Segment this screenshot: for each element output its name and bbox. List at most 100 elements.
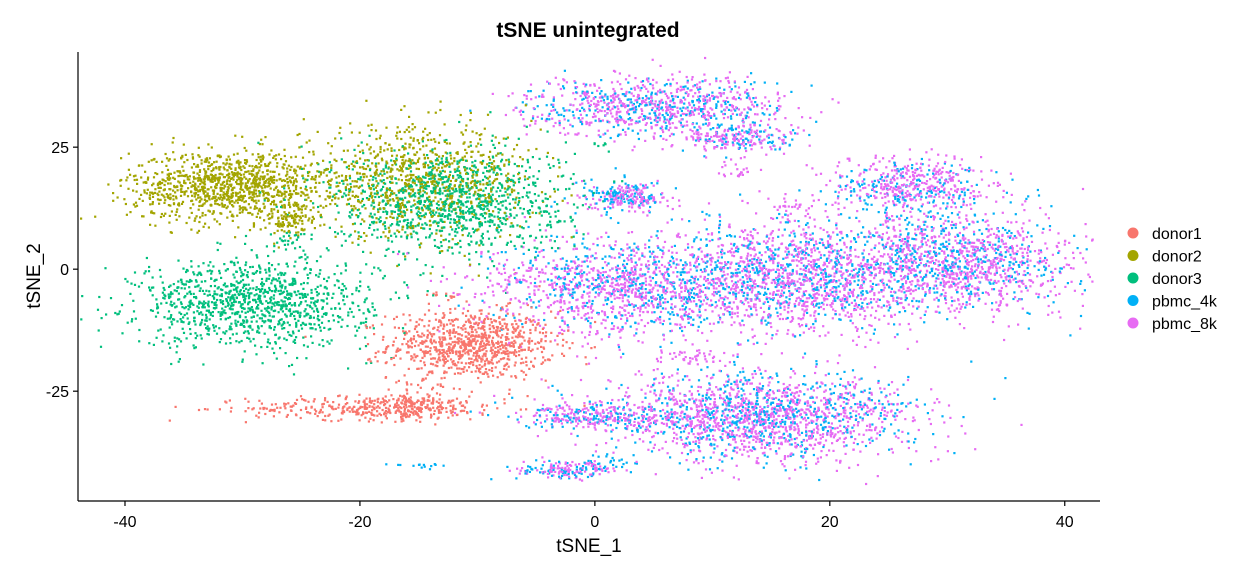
- point-pbmc_8k: [654, 268, 657, 271]
- point-donor2: [466, 182, 469, 185]
- point-donor2: [437, 141, 441, 144]
- point-pbmc_8k: [1026, 258, 1029, 261]
- point-pbmc_4k: [744, 432, 747, 435]
- point-pbmc_8k: [745, 149, 748, 153]
- point-pbmc_8k: [839, 174, 842, 177]
- point-donor3: [404, 231, 407, 234]
- point-donor3: [262, 314, 265, 317]
- point-pbmc_8k: [699, 136, 702, 139]
- point-pbmc_4k: [901, 190, 904, 193]
- point-donor2: [392, 160, 396, 163]
- point-donor3: [384, 164, 387, 167]
- point-pbmc_8k: [880, 306, 883, 309]
- point-pbmc_8k: [735, 464, 738, 467]
- point-donor3: [118, 310, 121, 313]
- point-pbmc_8k: [702, 260, 705, 263]
- point-pbmc_8k: [852, 441, 855, 444]
- point-pbmc_4k: [725, 156, 728, 159]
- point-donor3: [244, 287, 248, 290]
- point-donor3: [439, 198, 442, 201]
- point-donor3: [267, 301, 270, 305]
- point-donor2: [192, 175, 195, 178]
- point-pbmc_8k: [780, 443, 783, 446]
- point-donor2: [401, 159, 404, 162]
- point-donor1: [509, 351, 512, 354]
- point-pbmc_4k: [591, 408, 594, 411]
- point-pbmc_8k: [751, 289, 754, 292]
- point-pbmc_8k: [916, 193, 919, 196]
- point-pbmc_8k: [597, 270, 600, 273]
- point-pbmc_8k: [925, 263, 928, 266]
- point-donor3: [130, 320, 133, 323]
- point-donor3: [343, 233, 346, 236]
- point-donor1: [513, 339, 516, 342]
- point-pbmc_4k: [658, 295, 662, 298]
- point-donor1: [408, 330, 411, 333]
- point-pbmc_8k: [920, 252, 923, 255]
- point-pbmc_4k: [676, 368, 679, 371]
- point-pbmc_8k: [760, 430, 763, 433]
- point-donor1: [523, 348, 526, 351]
- point-pbmc_8k: [856, 306, 859, 309]
- point-pbmc_4k: [844, 185, 847, 188]
- point-pbmc_4k: [608, 333, 611, 336]
- point-donor2: [237, 162, 240, 165]
- point-donor3: [446, 249, 449, 252]
- point-pbmc_8k: [689, 420, 692, 423]
- point-donor3: [252, 287, 255, 290]
- point-pbmc_4k: [975, 183, 978, 186]
- point-donor2: [442, 163, 445, 166]
- point-pbmc_8k: [631, 288, 634, 291]
- point-pbmc_4k: [574, 87, 577, 90]
- point-pbmc_4k: [948, 242, 951, 245]
- point-pbmc_4k: [720, 250, 723, 254]
- point-pbmc_8k: [892, 200, 895, 203]
- point-donor2: [249, 211, 252, 215]
- point-pbmc_4k: [614, 167, 617, 170]
- point-pbmc_4k: [635, 332, 638, 335]
- point-pbmc_8k: [924, 241, 927, 244]
- point-donor3: [201, 302, 204, 305]
- point-donor1: [516, 326, 519, 330]
- point-donor2: [348, 197, 352, 200]
- point-pbmc_4k: [727, 408, 730, 411]
- point-pbmc_8k: [829, 431, 832, 434]
- point-pbmc_8k: [598, 120, 601, 123]
- point-donor3: [268, 267, 271, 270]
- point-pbmc_8k: [886, 183, 889, 186]
- point-donor2: [222, 187, 225, 190]
- point-pbmc_4k: [791, 138, 794, 141]
- point-pbmc_8k: [607, 471, 610, 474]
- point-donor3: [238, 314, 242, 317]
- point-pbmc_8k: [730, 405, 733, 408]
- point-pbmc_4k: [782, 291, 786, 294]
- point-pbmc_4k: [890, 258, 893, 262]
- point-pbmc_4k: [686, 453, 689, 456]
- point-donor1: [482, 345, 485, 348]
- point-pbmc_8k: [700, 133, 703, 136]
- point-donor3: [335, 181, 338, 184]
- point-donor2: [403, 206, 406, 209]
- point-pbmc_4k: [683, 375, 687, 378]
- point-pbmc_4k: [583, 186, 586, 189]
- point-donor1: [510, 341, 513, 344]
- point-pbmc_4k: [594, 109, 597, 112]
- point-pbmc_4k: [557, 275, 560, 278]
- point-pbmc_8k: [872, 407, 875, 410]
- point-donor2: [349, 122, 352, 125]
- point-donor3: [294, 247, 297, 250]
- point-pbmc_4k: [856, 443, 859, 446]
- point-pbmc_8k: [974, 245, 978, 248]
- point-donor1: [396, 409, 399, 412]
- point-pbmc_8k: [1003, 338, 1006, 342]
- point-donor3: [459, 176, 463, 179]
- point-pbmc_8k: [899, 264, 902, 268]
- point-pbmc_8k: [594, 296, 597, 299]
- point-pbmc_4k: [718, 220, 722, 223]
- point-donor2: [284, 195, 287, 198]
- point-pbmc_4k: [980, 247, 983, 250]
- point-pbmc_8k: [913, 177, 916, 180]
- point-pbmc_8k: [801, 304, 804, 307]
- point-pbmc_8k: [574, 285, 577, 288]
- point-donor3: [552, 165, 555, 168]
